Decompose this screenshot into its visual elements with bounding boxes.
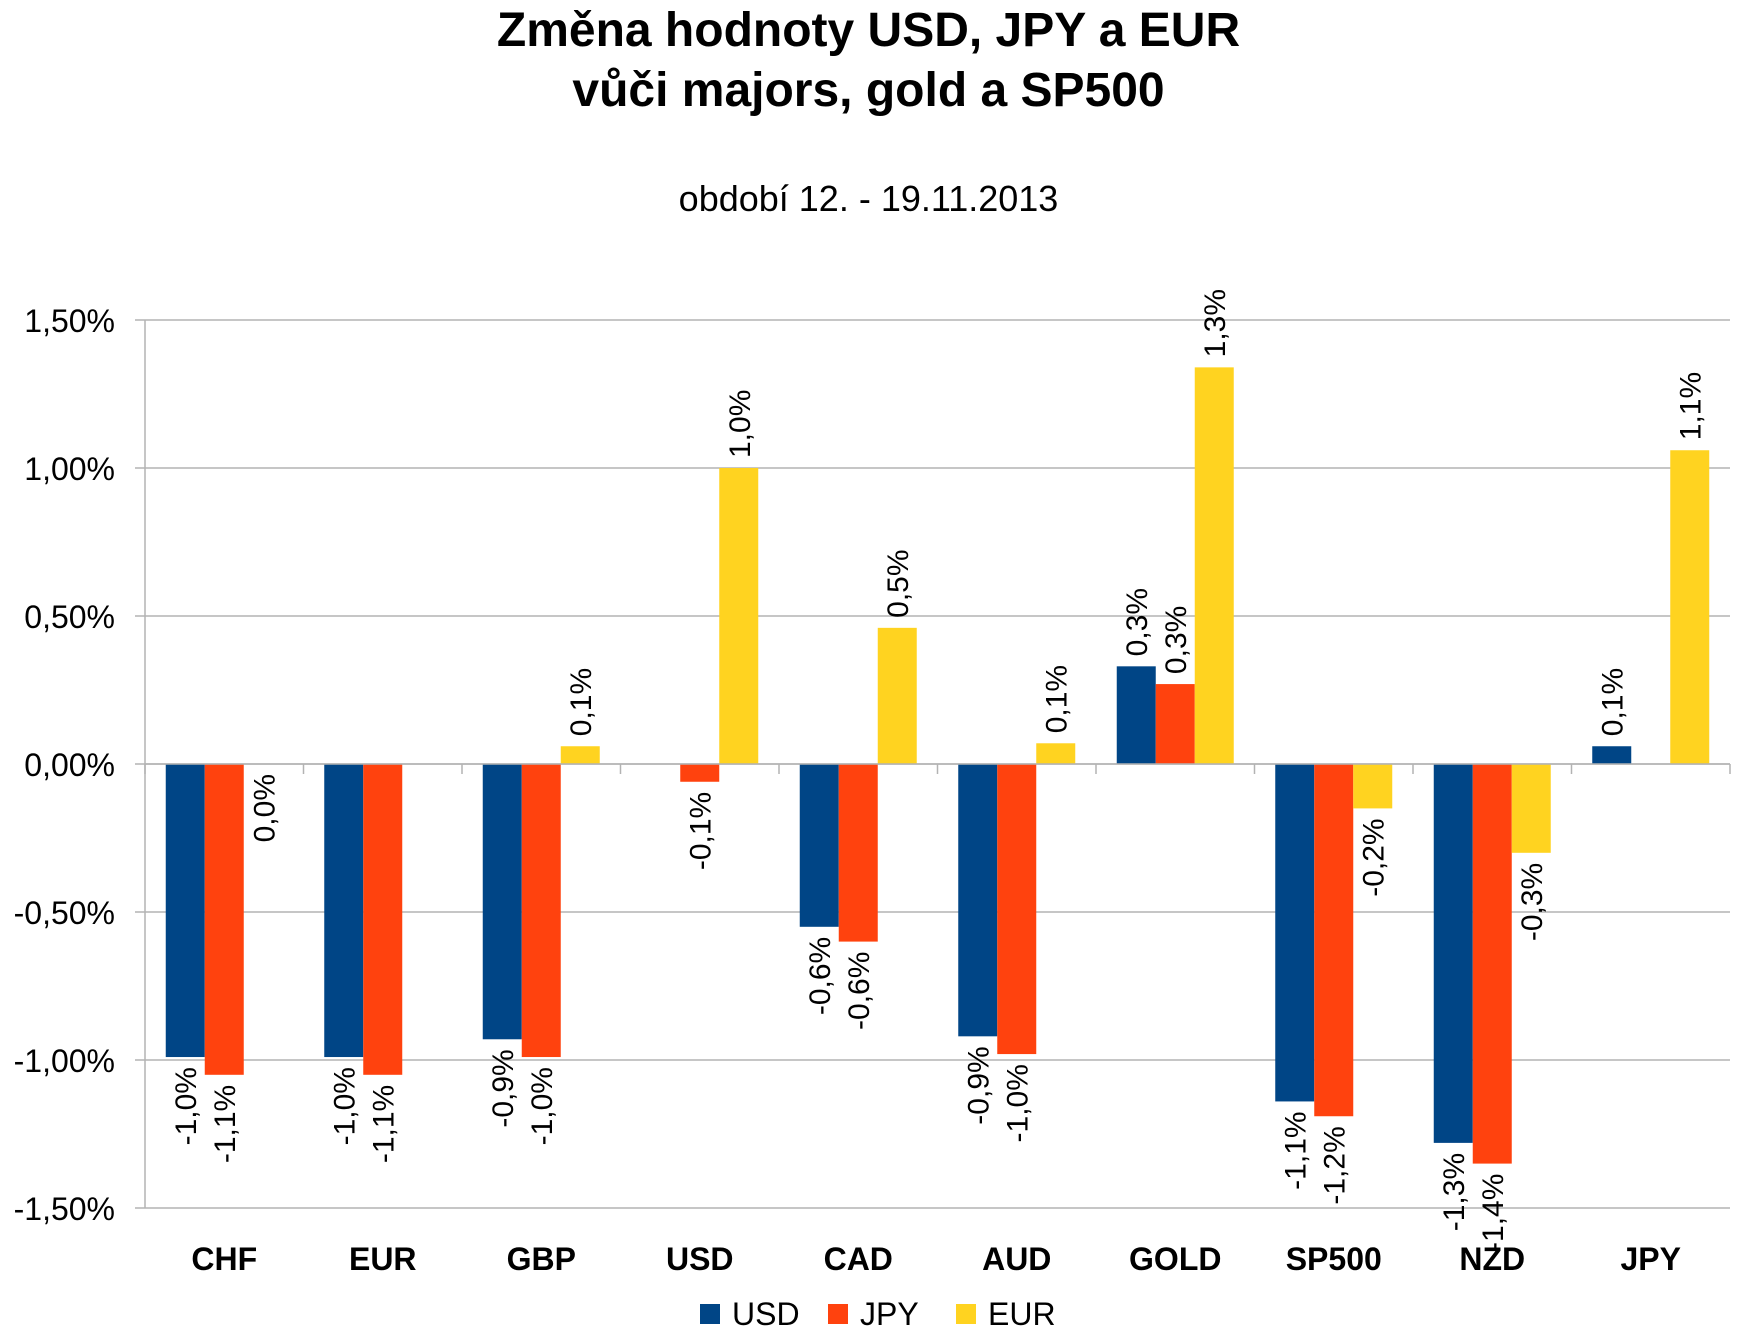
- bar-jpy-usd: [680, 764, 720, 782]
- bar-eur-jpy: [1670, 450, 1710, 764]
- y-tick-label: 1,00%: [24, 451, 115, 487]
- data-label: -0,1%: [685, 792, 718, 870]
- bar-usd-eur: [324, 764, 364, 1058]
- y-tick-label: -1,00%: [14, 1043, 115, 1079]
- chart-title-line2: vůči majors, gold a SP500: [572, 64, 1165, 117]
- data-label: 0,3%: [1160, 606, 1193, 674]
- y-tick-label: 0,50%: [24, 599, 115, 635]
- data-label: 0,1%: [565, 668, 598, 736]
- y-tick-label: -1,50%: [14, 1191, 115, 1227]
- data-label: 0,5%: [882, 549, 915, 617]
- bar-usd-aud: [958, 764, 998, 1037]
- data-label: -0,6%: [843, 952, 876, 1030]
- data-label: -1,1%: [209, 1085, 242, 1163]
- bar-jpy-cad: [838, 764, 878, 942]
- bar-jpy-chf: [204, 764, 244, 1075]
- category-label: USD: [666, 1241, 734, 1277]
- bar-usd-jpy: [1592, 746, 1632, 764]
- category-label: CHF: [191, 1241, 257, 1277]
- data-label: -1,0%: [526, 1067, 559, 1145]
- category-label: JPY: [1621, 1241, 1681, 1277]
- bar-eur-gbp: [560, 746, 600, 764]
- y-tick-label: -0,50%: [14, 895, 115, 931]
- data-label: -1,0%: [1002, 1064, 1035, 1142]
- data-label: 0,1%: [1597, 668, 1630, 736]
- data-label: -1,1%: [368, 1085, 401, 1163]
- data-label: 1,0%: [724, 390, 757, 458]
- data-label: -1,2%: [1319, 1126, 1352, 1204]
- bar-jpy-gold: [1155, 684, 1195, 764]
- bar-jpy-nzd: [1472, 764, 1512, 1164]
- data-label: -0,3%: [1516, 863, 1549, 941]
- bar-usd-gold: [1116, 666, 1156, 764]
- category-label: GBP: [507, 1241, 576, 1277]
- data-label: -1,0%: [329, 1067, 362, 1145]
- bar-jpy-sp500: [1314, 764, 1354, 1117]
- y-tick-label: 0,00%: [24, 747, 115, 783]
- bar-jpy-aud: [997, 764, 1037, 1055]
- bar-usd-nzd: [1433, 764, 1473, 1143]
- data-label: -0,9%: [963, 1046, 996, 1124]
- data-label: -1,1%: [1280, 1111, 1313, 1189]
- data-label: -1,3%: [1438, 1153, 1471, 1231]
- data-label: -0,2%: [1358, 818, 1391, 896]
- legend-label-eur: EUR: [988, 1296, 1056, 1332]
- legend-swatch-usd: [700, 1304, 720, 1324]
- category-label: NZD: [1459, 1241, 1525, 1277]
- bar-usd-gbp: [482, 764, 522, 1040]
- data-label: -0,9%: [487, 1049, 520, 1127]
- data-label: 0,0%: [248, 774, 281, 842]
- data-label: 0,1%: [1041, 665, 1074, 733]
- category-label: AUD: [982, 1241, 1051, 1277]
- bar-eur-aud: [1036, 743, 1076, 764]
- data-label: -1,0%: [170, 1067, 203, 1145]
- bar-eur-gold: [1194, 367, 1234, 764]
- bar-eur-usd: [719, 468, 759, 764]
- bar-usd-chf: [165, 764, 205, 1058]
- category-label: EUR: [349, 1241, 417, 1277]
- legend-swatch-eur: [956, 1304, 976, 1324]
- data-label: 1,3%: [1199, 289, 1232, 357]
- data-label: -0,6%: [804, 937, 837, 1015]
- bar-eur-sp500: [1353, 764, 1393, 809]
- chart-title-line1: Změna hodnoty USD, JPY a EUR: [496, 4, 1241, 57]
- bar-jpy-gbp: [521, 764, 561, 1058]
- legend-label-usd: USD: [732, 1296, 800, 1332]
- legend-swatch-jpy: [828, 1304, 848, 1324]
- bar-eur-cad: [877, 627, 917, 764]
- bar-usd-sp500: [1275, 764, 1315, 1102]
- bar-eur-nzd: [1511, 764, 1551, 853]
- data-label: 1,1%: [1675, 372, 1708, 440]
- y-tick-label: 1,50%: [24, 303, 115, 339]
- category-label: GOLD: [1129, 1241, 1221, 1277]
- legend-label-jpy: JPY: [860, 1296, 919, 1332]
- data-label: 0,3%: [1121, 588, 1154, 656]
- category-label: CAD: [824, 1241, 893, 1277]
- category-label: SP500: [1286, 1241, 1382, 1277]
- chart-subtitle: období 12. - 19.11.2013: [678, 178, 1059, 219]
- data-label: -1,4%: [1477, 1174, 1510, 1252]
- bar-jpy-eur: [363, 764, 403, 1075]
- bar-usd-cad: [799, 764, 839, 927]
